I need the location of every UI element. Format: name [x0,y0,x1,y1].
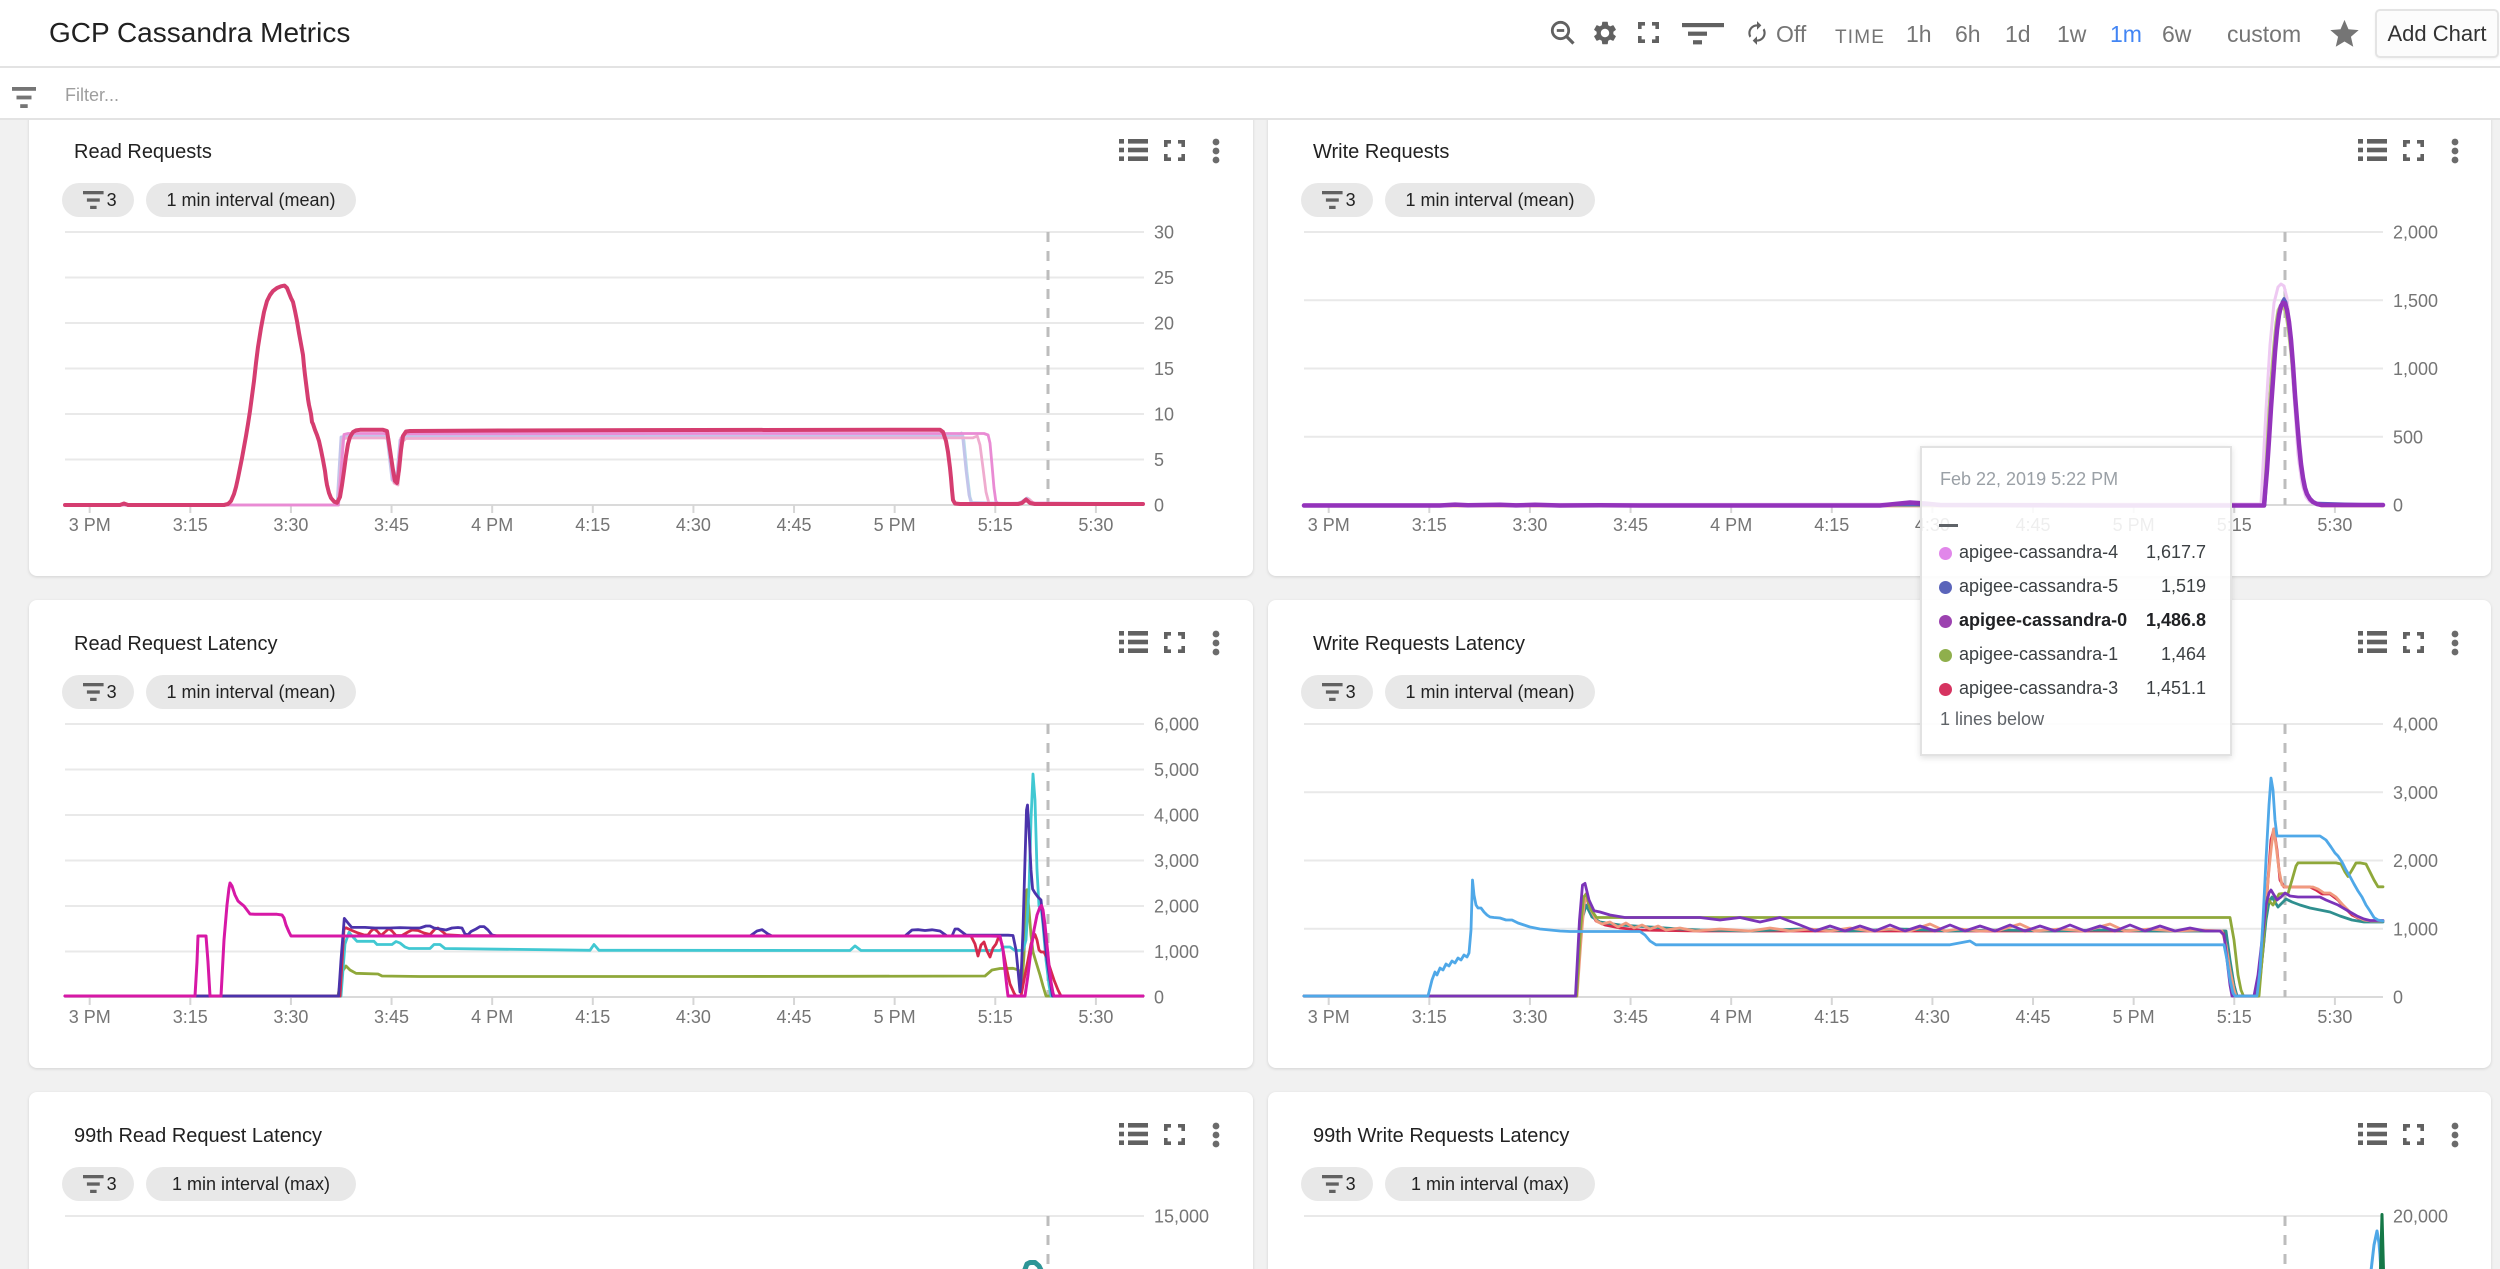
svg-text:5:30: 5:30 [1078,515,1113,535]
svg-text:4:30: 4:30 [676,515,711,535]
svg-text:2,000: 2,000 [1154,897,1199,917]
svg-text:5:30: 5:30 [2317,515,2352,535]
svg-text:4:15: 4:15 [575,1007,610,1027]
svg-text:15: 15 [1154,359,1174,379]
svg-text:4:30: 4:30 [1915,1007,1950,1027]
svg-text:10: 10 [1154,405,1174,425]
svg-text:5,000: 5,000 [1154,760,1199,780]
svg-text:4:45: 4:45 [2016,1007,2051,1027]
svg-text:0: 0 [2393,496,2403,516]
svg-text:2,000: 2,000 [2393,851,2438,871]
svg-text:3:30: 3:30 [273,1007,308,1027]
svg-text:5:15: 5:15 [978,1007,1013,1027]
svg-text:0: 0 [2393,988,2403,1008]
svg-text:3 PM: 3 PM [69,515,111,535]
svg-text:5 PM: 5 PM [874,515,916,535]
svg-text:5:15: 5:15 [978,515,1013,535]
svg-text:3:45: 3:45 [374,515,409,535]
svg-text:2,000: 2,000 [2393,223,2438,243]
svg-text:4,000: 4,000 [1154,806,1199,826]
svg-text:3:45: 3:45 [1613,515,1648,535]
svg-text:30: 30 [1154,223,1174,243]
svg-text:3:30: 3:30 [1512,1007,1547,1027]
svg-text:4:30: 4:30 [676,1007,711,1027]
svg-text:3 PM: 3 PM [1308,515,1350,535]
svg-text:4:45: 4:45 [777,1007,812,1027]
svg-text:20,000: 20,000 [2393,1207,2448,1227]
svg-text:5 PM: 5 PM [874,1007,916,1027]
svg-text:5:30: 5:30 [2317,1007,2352,1027]
svg-text:3,000: 3,000 [2393,783,2438,803]
svg-text:5 PM: 5 PM [2113,1007,2155,1027]
svg-text:5: 5 [1154,450,1164,470]
svg-text:0: 0 [1154,496,1164,516]
svg-text:3,000: 3,000 [1154,851,1199,871]
svg-text:3:15: 3:15 [173,515,208,535]
svg-text:3:45: 3:45 [374,1007,409,1027]
svg-text:500: 500 [2393,427,2423,447]
svg-text:3 PM: 3 PM [1308,1007,1350,1027]
svg-text:3:15: 3:15 [173,1007,208,1027]
svg-text:4:45: 4:45 [777,515,812,535]
svg-text:3:45: 3:45 [1613,1007,1648,1027]
svg-text:15,000: 15,000 [1154,1207,1209,1227]
svg-text:1,000: 1,000 [2393,359,2438,379]
svg-text:3:15: 3:15 [1412,1007,1447,1027]
svg-text:5:15: 5:15 [2217,1007,2252,1027]
svg-text:3:30: 3:30 [1512,515,1547,535]
svg-text:1,500: 1,500 [2393,291,2438,311]
svg-text:4 PM: 4 PM [471,515,513,535]
svg-text:1,000: 1,000 [1154,942,1199,962]
svg-text:5:30: 5:30 [1078,1007,1113,1027]
svg-text:4,000: 4,000 [2393,715,2438,735]
svg-text:1,000: 1,000 [2393,919,2438,939]
svg-text:0: 0 [1154,988,1164,1008]
svg-text:3:30: 3:30 [273,515,308,535]
svg-text:4 PM: 4 PM [1710,1007,1752,1027]
svg-text:20: 20 [1154,314,1174,334]
svg-text:6,000: 6,000 [1154,715,1199,735]
svg-text:3:15: 3:15 [1412,515,1447,535]
svg-text:25: 25 [1154,268,1174,288]
svg-text:4:15: 4:15 [1814,515,1849,535]
svg-text:4:15: 4:15 [575,515,610,535]
svg-text:4 PM: 4 PM [471,1007,513,1027]
svg-text:3 PM: 3 PM [69,1007,111,1027]
svg-text:4:15: 4:15 [1814,1007,1849,1027]
svg-text:4 PM: 4 PM [1710,515,1752,535]
